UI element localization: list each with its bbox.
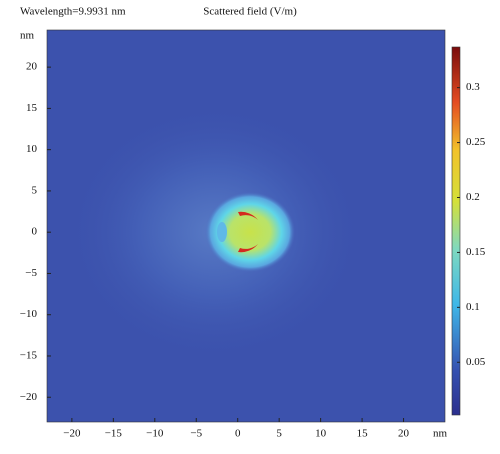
field: [47, 30, 445, 422]
y-tick-label: 5: [32, 184, 38, 196]
x-tick-label: −15: [105, 428, 123, 440]
colorbar-tick-label: 0.15: [466, 246, 486, 258]
y-tick-label: 15: [26, 102, 38, 114]
y-tick-label: 0: [32, 226, 38, 238]
x-tick-label: 20: [398, 428, 410, 440]
x-tick-label: −10: [146, 428, 164, 440]
x-tick-label: −5: [190, 428, 202, 440]
y-tick-label: −20: [20, 391, 38, 403]
x-tick-label: −20: [63, 428, 81, 440]
y-tick-label: −5: [25, 267, 37, 279]
colorbar: [451, 46, 461, 416]
y-tick-label: 20: [26, 61, 38, 73]
colorbar-tick-label: 0.1: [466, 301, 480, 313]
x-tick-label: 10: [315, 428, 327, 440]
x-tick-label: 15: [357, 428, 369, 440]
chart-title: Scattered field (V/m): [203, 6, 297, 18]
x-tick-label: 5: [276, 428, 282, 440]
x-axis-label: nm: [433, 428, 448, 440]
subtitle: Wavelength=9.9931 nm: [20, 6, 126, 18]
y-tick-label: −15: [20, 350, 38, 362]
colorbar-tick-label: 0.05: [466, 356, 486, 368]
colorbar-tick-label: 0.3: [466, 81, 480, 93]
colorbar-tick-label: 0.25: [466, 136, 486, 148]
y-axis-label: nm: [20, 30, 35, 42]
y-tick-label: 10: [26, 143, 38, 155]
y-tick-label: −10: [20, 308, 38, 320]
x-tick-label: 0: [235, 428, 241, 440]
plot-frame: [46, 29, 446, 423]
colorbar-tick-label: 0.2: [466, 191, 480, 203]
